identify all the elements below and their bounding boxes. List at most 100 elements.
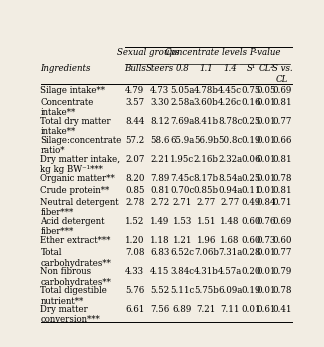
Text: 0.01: 0.01 [257, 286, 276, 295]
Text: 4.45c: 4.45c [218, 86, 242, 95]
Text: 1.96: 1.96 [197, 236, 216, 245]
Text: 56.9b: 56.9b [194, 136, 219, 145]
Text: 8.44: 8.44 [125, 117, 145, 126]
Text: 7.11: 7.11 [220, 305, 240, 314]
Text: 0.05: 0.05 [257, 86, 276, 95]
Text: 6.83: 6.83 [150, 248, 169, 257]
Text: 3.60b: 3.60b [194, 98, 219, 107]
Text: Acid detergent
fiber***: Acid detergent fiber*** [40, 217, 105, 236]
Text: Steers: Steers [146, 64, 174, 73]
Text: 3.30: 3.30 [150, 98, 169, 107]
Text: 0.11: 0.11 [242, 186, 261, 195]
Text: 0.76: 0.76 [257, 217, 276, 226]
Text: 50.8c: 50.8c [218, 136, 242, 145]
Text: 0.01: 0.01 [257, 155, 276, 164]
Text: 0.01: 0.01 [257, 186, 276, 195]
Text: 0.49: 0.49 [242, 198, 261, 207]
Text: 0.19: 0.19 [242, 136, 261, 145]
Text: 1.49: 1.49 [150, 217, 169, 226]
Text: Total dry matter
intake**: Total dry matter intake** [40, 117, 111, 136]
Text: 0.77: 0.77 [272, 248, 292, 257]
Text: Crude protein**: Crude protein** [40, 186, 110, 195]
Text: 0.16: 0.16 [242, 98, 261, 107]
Text: 0.01: 0.01 [257, 248, 276, 257]
Text: 0.60: 0.60 [242, 236, 261, 245]
Text: 5.52: 5.52 [150, 286, 169, 295]
Text: 0.81: 0.81 [150, 186, 169, 195]
Text: 0.69: 0.69 [272, 217, 292, 226]
Text: 7.56: 7.56 [150, 305, 169, 314]
Text: 0.85: 0.85 [125, 186, 145, 195]
Text: 0.06: 0.06 [242, 155, 261, 164]
Text: 8.17b: 8.17b [194, 174, 219, 183]
Text: Bulls: Bulls [124, 64, 145, 73]
Text: 1.4: 1.4 [223, 64, 237, 73]
Text: 4.15: 4.15 [150, 267, 169, 276]
Text: 3.84c: 3.84c [170, 267, 194, 276]
Text: 1.1: 1.1 [199, 64, 213, 73]
Text: 0.01: 0.01 [257, 117, 276, 126]
Text: 0.66: 0.66 [272, 136, 292, 145]
Text: 0.19: 0.19 [242, 286, 261, 295]
Text: 0.71: 0.71 [272, 198, 292, 207]
Text: Concentrate
intake**: Concentrate intake** [40, 98, 94, 117]
Text: 0.85b: 0.85b [194, 186, 219, 195]
Text: 0.81: 0.81 [272, 155, 292, 164]
Text: 7.69a: 7.69a [170, 117, 194, 126]
Text: 1.52: 1.52 [125, 217, 145, 226]
Text: 8.54a: 8.54a [218, 174, 242, 183]
Text: Dry matter
conversion***: Dry matter conversion*** [40, 305, 100, 324]
Text: 0.01: 0.01 [257, 174, 276, 183]
Text: Dry matter intake,
kg kg BW⁻¹***: Dry matter intake, kg kg BW⁻¹*** [40, 155, 121, 174]
Text: 0.28: 0.28 [242, 248, 261, 257]
Text: 0.01: 0.01 [257, 267, 276, 276]
Text: 0.61: 0.61 [257, 305, 276, 314]
Text: 5.05a: 5.05a [170, 86, 194, 95]
Text: Sexual groups: Sexual groups [117, 48, 179, 57]
Text: 2.16b: 2.16b [194, 155, 219, 164]
Text: 2.77: 2.77 [197, 198, 216, 207]
Text: 0.81: 0.81 [272, 186, 292, 195]
Text: Ingredients: Ingredients [40, 64, 91, 73]
Text: 4.73: 4.73 [150, 86, 169, 95]
Text: 0.01: 0.01 [242, 305, 261, 314]
Text: 2.58a: 2.58a [170, 98, 194, 107]
Text: 1.18: 1.18 [150, 236, 169, 245]
Text: S¹: S¹ [247, 64, 256, 73]
Text: Neutral detergent
fiber***: Neutral detergent fiber*** [40, 198, 119, 218]
Text: 0.8: 0.8 [176, 64, 189, 73]
Text: 2.21: 2.21 [150, 155, 169, 164]
Text: 0.94a: 0.94a [218, 186, 242, 195]
Text: 1.68: 1.68 [220, 236, 240, 245]
Text: 6.61: 6.61 [125, 305, 145, 314]
Text: 2.32a: 2.32a [218, 155, 242, 164]
Text: 0.73: 0.73 [257, 236, 276, 245]
Text: Total digestible
nutrient**: Total digestible nutrient** [40, 286, 107, 305]
Text: 58.6: 58.6 [150, 136, 169, 145]
Text: 1.21: 1.21 [173, 236, 192, 245]
Text: Silage intake**: Silage intake** [40, 86, 106, 95]
Text: 0.78: 0.78 [272, 286, 292, 295]
Text: 5.75b: 5.75b [194, 286, 219, 295]
Text: 1.51: 1.51 [196, 217, 216, 226]
Text: 5.11c: 5.11c [170, 286, 194, 295]
Text: 0.60: 0.60 [242, 217, 261, 226]
Text: 0.41: 0.41 [272, 305, 292, 314]
Text: 0.25: 0.25 [242, 174, 261, 183]
Text: 0.60: 0.60 [272, 236, 292, 245]
Text: 8.41b: 8.41b [194, 117, 219, 126]
Text: 7.08: 7.08 [125, 248, 145, 257]
Text: Organic matter**: Organic matter** [40, 174, 115, 183]
Text: 1.95c: 1.95c [170, 155, 194, 164]
Text: Non fibrous
carbohydrates**: Non fibrous carbohydrates** [40, 267, 111, 287]
Text: 8.78c: 8.78c [218, 117, 242, 126]
Text: 6.09a: 6.09a [218, 286, 242, 295]
Text: CL²: CL² [259, 64, 274, 73]
Text: 4.26c: 4.26c [218, 98, 242, 107]
Text: 6.52c: 6.52c [170, 248, 194, 257]
Text: 65.9a: 65.9a [170, 136, 194, 145]
Text: Silage:concentrate
ratio*: Silage:concentrate ratio* [40, 136, 122, 155]
Text: 4.31b: 4.31b [194, 267, 219, 276]
Text: 0.20: 0.20 [242, 267, 261, 276]
Text: 0.84: 0.84 [257, 198, 276, 207]
